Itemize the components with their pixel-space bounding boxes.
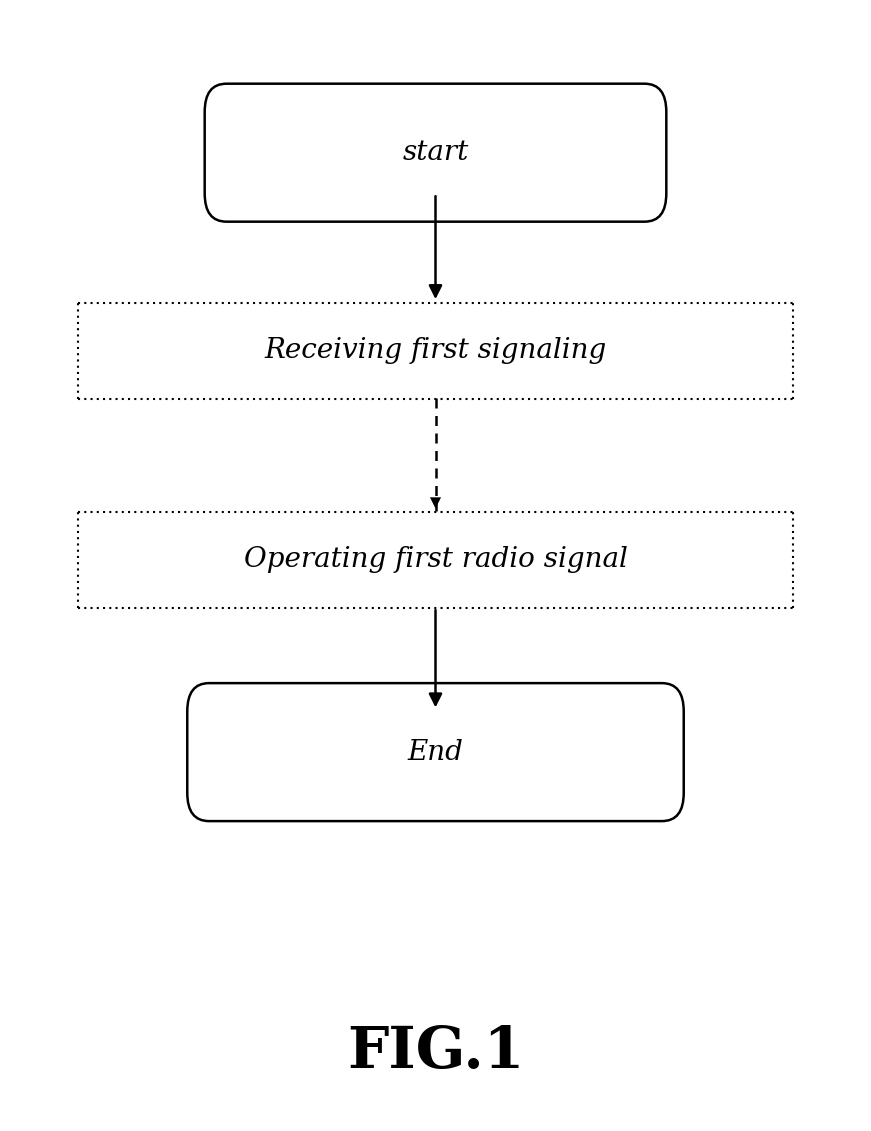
- FancyBboxPatch shape: [187, 683, 684, 821]
- Text: End: End: [408, 739, 463, 766]
- FancyBboxPatch shape: [78, 511, 793, 608]
- Text: FIG.1: FIG.1: [347, 1024, 524, 1080]
- Text: start: start: [402, 139, 469, 166]
- FancyBboxPatch shape: [78, 303, 793, 399]
- FancyBboxPatch shape: [205, 84, 666, 222]
- Text: Receiving first signaling: Receiving first signaling: [265, 337, 606, 364]
- Text: Operating first radio signal: Operating first radio signal: [244, 546, 627, 573]
